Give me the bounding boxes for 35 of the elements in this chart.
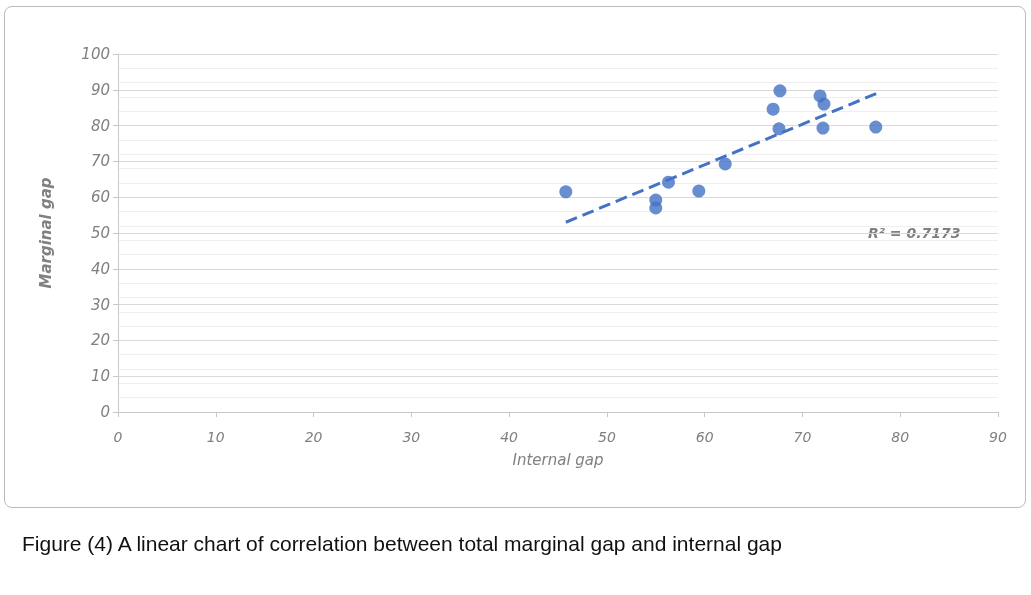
y-tick-label: 10 xyxy=(90,367,110,386)
y-axis-title: Marginal gap xyxy=(36,177,55,289)
x-tick-label: 70 xyxy=(793,429,812,445)
y-tick-label: 40 xyxy=(90,259,110,278)
y-tick-label: 60 xyxy=(90,188,110,207)
point xyxy=(662,175,675,189)
x-tick-label: 30 xyxy=(402,429,421,445)
x-tick-label: 50 xyxy=(597,429,616,445)
y-tick-label: 0 xyxy=(100,403,110,421)
y-tick-label: 30 xyxy=(90,295,110,314)
point xyxy=(816,121,830,135)
y-tick-label: 80 xyxy=(90,116,110,135)
point xyxy=(692,184,706,198)
x-tick-label: 80 xyxy=(891,429,910,445)
point xyxy=(559,185,573,199)
x-tick-label: 40 xyxy=(500,429,519,445)
x-tick-label: 20 xyxy=(304,429,323,445)
y-tick-label: 70 xyxy=(90,152,110,171)
text: Figure (4) A linear chart of correlation between total marginal gap and internal gap xyxy=(22,531,782,555)
point xyxy=(773,84,787,98)
x-axis-title: Internal gap xyxy=(512,450,604,469)
point xyxy=(869,120,883,134)
y-tick-label: 50 xyxy=(90,224,110,242)
y-tick-label: 20 xyxy=(90,331,110,350)
y-tick-label: 100 xyxy=(81,45,110,63)
point xyxy=(817,97,831,111)
x-tick-label: 90 xyxy=(989,429,1007,445)
point xyxy=(649,201,663,215)
point xyxy=(766,102,780,116)
x-tick-label: 0 xyxy=(113,429,123,445)
point xyxy=(718,157,732,171)
x-tick-label: 60 xyxy=(695,429,714,445)
x-tick-label: 10 xyxy=(206,429,225,445)
point xyxy=(772,122,786,136)
y-tick-label: 90 xyxy=(90,80,110,99)
